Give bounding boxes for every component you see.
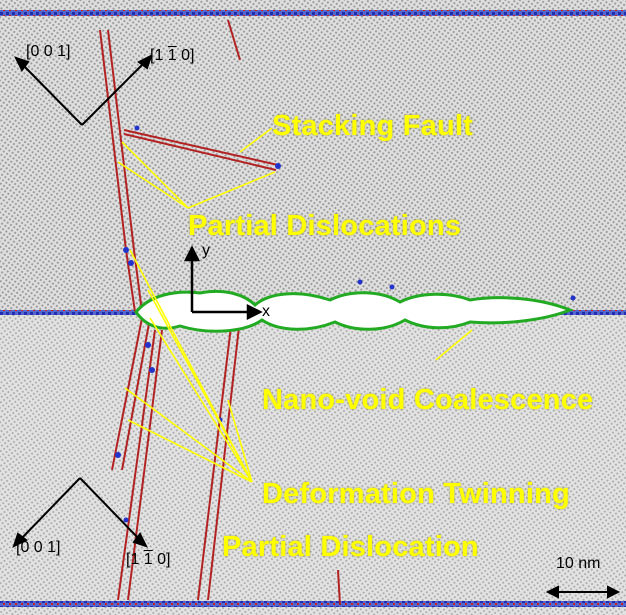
partial-dislocations-label: Partial Dislocations xyxy=(188,210,462,242)
nano-void-coalescence-label: Nano-void Coalescence xyxy=(262,384,594,416)
scale-bar-label: 10 nm xyxy=(556,555,601,572)
bottom-boundary xyxy=(0,601,626,607)
xy-axes xyxy=(183,245,263,321)
orientation-arrows-bottom xyxy=(12,477,148,548)
leader-lines xyxy=(117,127,473,483)
lattice-upper-grain xyxy=(0,0,626,312)
nano-void xyxy=(134,289,575,333)
direction-1-10-top-label: [1 1 0] xyxy=(150,48,195,64)
partial-dislocation-label: Partial Dislocation xyxy=(222,531,479,563)
direction-suffix: 0] xyxy=(152,551,171,568)
direction-prefix: [1 xyxy=(150,47,168,64)
x-axis-label: x xyxy=(262,303,270,320)
direction-bar-digit: 1 xyxy=(167,47,177,64)
direction-bar-digit: 1 xyxy=(143,551,153,568)
orientation-arrows-top xyxy=(14,54,153,126)
dislocation-lines xyxy=(99,19,341,606)
y-axis-label: y xyxy=(202,242,210,259)
lattice-lower-grain xyxy=(0,312,626,615)
direction-001-bottom-label: [0 0 1] xyxy=(16,539,61,556)
scale-bar xyxy=(545,585,621,599)
top-boundary xyxy=(0,10,626,16)
deformation-twinning-label: Deformation Twinning xyxy=(262,478,570,510)
stacking-fault-label: Stacking Fault xyxy=(272,110,473,142)
direction-1-10-bottom-label: [1 1 0] xyxy=(126,552,171,568)
direction-prefix: [1 xyxy=(126,551,144,568)
direction-001-top-label: [0 0 1] xyxy=(26,43,71,60)
direction-suffix: 0] xyxy=(176,47,195,64)
